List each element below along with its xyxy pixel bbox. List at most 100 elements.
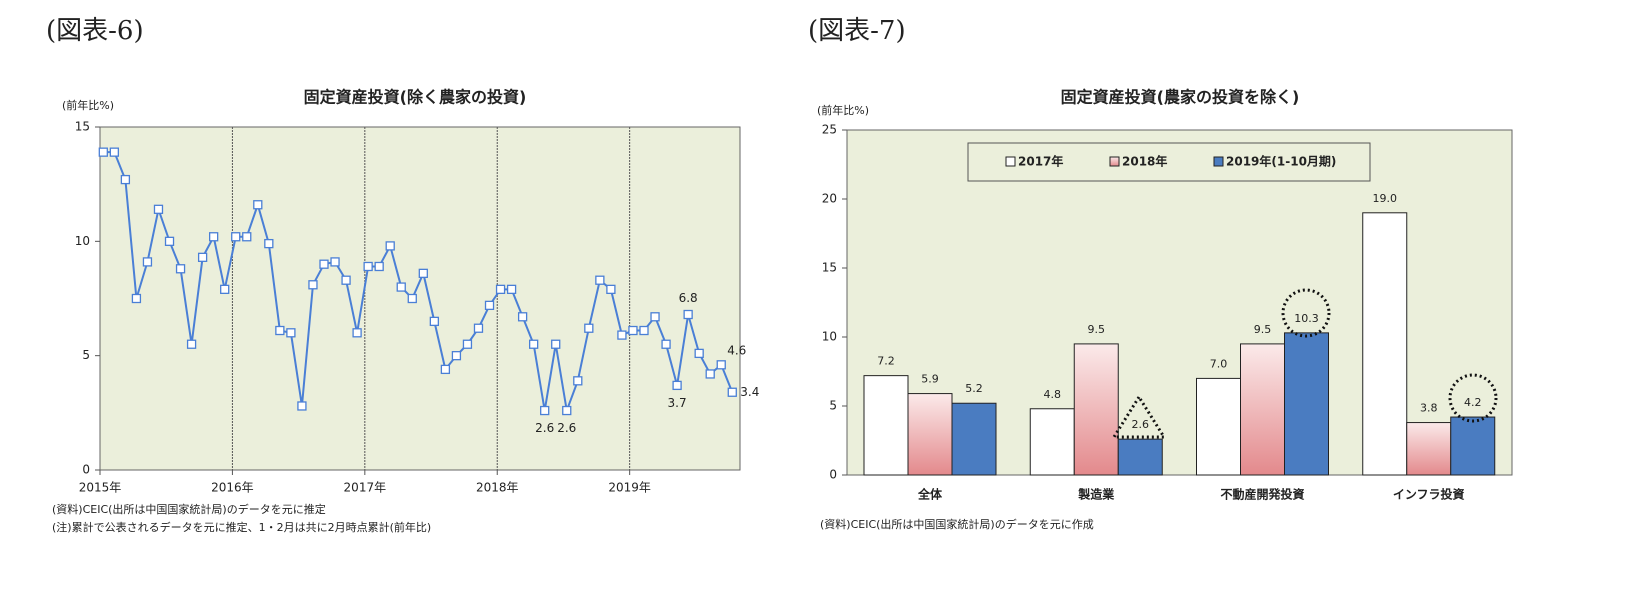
marker [517, 312, 528, 322]
data-label: 2.6 [557, 421, 576, 435]
highlight-circle [1281, 288, 1331, 338]
bar [1240, 343, 1285, 476]
marker [440, 364, 451, 375]
x-tick-label: 2016年 [211, 481, 254, 495]
y-tick-label: 0 [82, 463, 90, 477]
data-label: 7.0 [1210, 357, 1228, 370]
bar [1196, 377, 1241, 476]
legend-label: 2019年(1-10月期) [1226, 154, 1336, 169]
y-tick-label: 5 [829, 399, 837, 413]
y-tick-label: 15 [822, 261, 837, 275]
highlight-triangle [1111, 394, 1167, 439]
marker [297, 401, 307, 411]
marker [264, 238, 274, 249]
marker [639, 325, 649, 336]
marker [109, 147, 119, 157]
marker [595, 275, 605, 285]
bar [1284, 332, 1329, 476]
marker [319, 259, 329, 269]
marker [253, 200, 263, 210]
marker [164, 236, 175, 246]
data-label: 9.5 [1254, 323, 1272, 336]
note: (注)累計で公表されるデータを元に推定、1・2月は共に2月時点累計(前年比) [52, 520, 431, 534]
marker [606, 284, 616, 295]
bar [1029, 408, 1075, 476]
figure-label: (図表-6) [46, 16, 144, 46]
marker [153, 204, 164, 214]
marker [529, 339, 539, 349]
y-tick-label: 0 [829, 468, 837, 482]
y-tick-label: 10 [75, 234, 90, 248]
legend-label: 2018年 [1122, 154, 1167, 169]
data-label: 6.8 [679, 291, 698, 305]
marker [694, 348, 704, 359]
data-label: 10.3 [1294, 312, 1319, 325]
data-label: 3.7 [668, 396, 687, 410]
data-label: 4.8 [1044, 388, 1062, 401]
marker [683, 309, 693, 320]
marker [495, 284, 506, 295]
bar [1450, 416, 1496, 476]
x-tick-label: インフラ投資 [1393, 487, 1465, 502]
plot-area [99, 126, 741, 471]
x-tick-label: 全体 [917, 487, 943, 502]
marker [286, 328, 296, 338]
marker [617, 330, 627, 340]
x-tick-label: 不動産開発投資 [1220, 487, 1304, 502]
marker [131, 293, 142, 304]
highlight-circle [1448, 373, 1498, 423]
figure-label: (図表-7) [808, 16, 906, 46]
marker [540, 405, 550, 416]
data-label: 19.0 [1373, 192, 1398, 205]
marker [220, 284, 230, 295]
legend-swatch [1109, 156, 1120, 167]
marker [374, 261, 384, 272]
data-label: 5.2 [965, 382, 983, 395]
marker [562, 405, 572, 416]
y-tick-label: 20 [822, 192, 837, 206]
y-tick-label: 15 [75, 120, 90, 134]
x-tick-label: 2015年 [79, 481, 122, 495]
data-label: 9.5 [1088, 323, 1106, 336]
chart-title: 固定資産投資(農家の投資を除く) [1061, 88, 1300, 107]
bar [907, 393, 953, 476]
x-tick-label: 2018年 [476, 481, 519, 495]
marker [341, 275, 351, 285]
data-label: 2.6 [535, 421, 554, 435]
marker [429, 316, 439, 327]
marker [142, 257, 153, 267]
marker [716, 360, 726, 370]
marker [330, 257, 340, 267]
bar [1362, 212, 1408, 476]
marker [197, 252, 208, 262]
legend-swatch [1005, 156, 1016, 167]
marker [418, 268, 428, 278]
y-axis-label: (前年比%) [817, 103, 869, 117]
marker [484, 300, 495, 311]
marker [506, 284, 517, 295]
legend-swatch [1213, 156, 1224, 167]
marker [551, 339, 561, 349]
chart-title: 固定資産投資(除く農家の投資) [304, 88, 527, 107]
marker [705, 369, 715, 379]
marker [451, 351, 462, 361]
x-tick-label: 2019年 [608, 481, 651, 495]
marker [661, 339, 671, 349]
note: (資料)CEIC(出所は中国国家統計局)のデータを元に推定 [52, 502, 326, 516]
y-tick-label: 25 [822, 123, 837, 137]
marker [407, 293, 417, 304]
marker [186, 339, 197, 349]
data-label: 2.6 [1132, 418, 1150, 431]
bar [951, 402, 997, 476]
marker [231, 232, 241, 242]
data-label: 5.9 [921, 373, 939, 386]
marker [363, 261, 373, 272]
data-label: 7.2 [877, 355, 895, 368]
data-label: 3.8 [1420, 402, 1438, 415]
bar [1073, 343, 1119, 476]
line [103, 151, 734, 415]
note: (資料)CEIC(出所は中国国家統計局)のデータを元に作成 [820, 517, 1094, 531]
marker [727, 387, 737, 397]
